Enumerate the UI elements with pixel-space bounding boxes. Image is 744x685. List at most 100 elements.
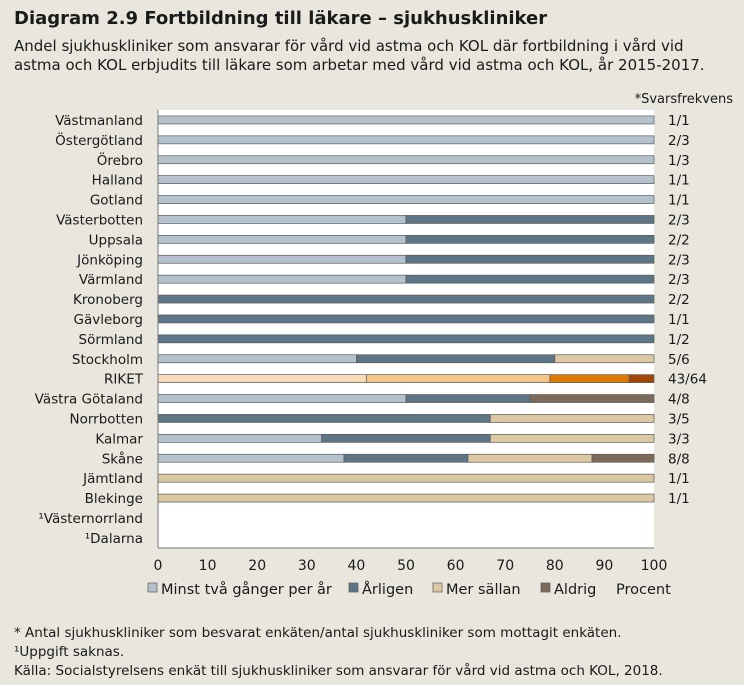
category-labels: Västmanland Östergötland Örebro Halland Gotl…	[35, 113, 144, 547]
response-rate-label: 3/5	[668, 411, 690, 427]
x-tick-label: 30	[298, 558, 316, 574]
footnotes: * Antal sjukhuskliniker som besvarat enk…	[14, 624, 663, 681]
response-rate-labels: 1/1 2/3 1/3 1/1 1/1 2/3 2/2 2/3 2/3 2/2 1/1 1/2 5/6 4…	[668, 113, 707, 507]
legend-label: Mer sällan	[446, 582, 521, 598]
bar-segment	[157, 274, 407, 284]
category-label: Norrbotten	[70, 411, 144, 427]
chart-title: Diagram 2.9 Fortbildning till läkare – s…	[14, 8, 548, 29]
response-rate-label: 2/2	[668, 232, 690, 248]
category-label: Jämtland	[82, 471, 143, 487]
x-tick-label: 90	[595, 558, 613, 574]
bar-segment	[529, 394, 655, 403]
category-label: Värmland	[79, 272, 143, 288]
response-rate-label: 4/8	[668, 392, 690, 408]
bar-segment	[549, 374, 630, 383]
x-tick-label: 0	[154, 558, 163, 574]
response-rate-label: 2/3	[668, 212, 690, 228]
bar-segment	[157, 414, 491, 423]
category-label: Västerbotten	[56, 212, 143, 228]
response-rate-label: 2/3	[668, 133, 690, 149]
chart-subtitle: Andel sjukhuskliniker som ansvarar för v…	[14, 37, 705, 74]
x-tick-labels: 0 10 20 30 40 50 60 70 80 90 100	[154, 558, 668, 574]
bar-segment	[157, 155, 655, 165]
x-tick-label: 50	[397, 558, 415, 574]
bar-segment	[157, 334, 655, 344]
category-label: Blekinge	[85, 491, 143, 507]
x-tick-label: 20	[248, 558, 266, 574]
x-tick-label: 70	[496, 558, 514, 574]
bar-segment	[157, 493, 655, 503]
legend-label: Aldrig	[554, 582, 596, 598]
footnote-source: Källa: Socialstyrelsens enkät till sjukh…	[14, 663, 663, 679]
category-label: ¹Västernorrland	[38, 511, 143, 527]
bar-segment	[467, 453, 593, 463]
response-rate-label: 43/64	[668, 372, 707, 388]
response-rate-label: 1/2	[668, 332, 690, 348]
x-tick-label: 100	[641, 558, 668, 574]
category-label: Örebro	[97, 151, 143, 169]
bar-segment	[405, 394, 531, 403]
bar-segment	[157, 434, 323, 443]
bar-segment	[157, 453, 345, 463]
bar-segment	[321, 434, 491, 443]
response-rate-label: 1/1	[668, 193, 690, 209]
legend-swatch	[348, 582, 359, 593]
category-label: Kronoberg	[73, 292, 143, 308]
bar-segment	[405, 254, 655, 264]
bar-segment	[157, 195, 655, 204]
x-axis-label: Procent	[616, 582, 671, 598]
bar-segment	[157, 473, 655, 483]
bar-segment	[157, 374, 367, 383]
bar-segment	[157, 175, 655, 184]
category-label: Gävleborg	[74, 312, 144, 328]
response-rate-label: 1/1	[668, 491, 690, 507]
bar-segment	[591, 453, 655, 463]
x-tick-label: 80	[546, 558, 564, 574]
bar-segment	[405, 274, 655, 284]
category-label: Sörmland	[79, 332, 143, 348]
response-rate-label: 2/3	[668, 272, 690, 288]
response-rate-label: 5/6	[668, 352, 690, 368]
response-rate-label: 1/1	[668, 113, 690, 129]
bar-segment	[343, 453, 469, 463]
category-label: Jönköping	[76, 252, 143, 268]
response-rate-label: 2/2	[668, 292, 690, 308]
x-tick-label: 10	[199, 558, 217, 574]
category-label: Kalmar	[95, 431, 143, 447]
legend-label: Minst två gånger per år	[161, 581, 332, 598]
bar-segment	[489, 434, 655, 443]
category-label: Uppsala	[89, 232, 143, 248]
x-tick-label: 40	[347, 558, 365, 574]
bar-segment	[157, 394, 407, 403]
category-label: ¹Dalarna	[85, 531, 143, 547]
bar-segment	[157, 135, 655, 145]
response-rate-header: *Svarsfrekvens	[635, 92, 734, 107]
bar-segment	[405, 215, 655, 224]
bars	[157, 115, 655, 503]
bar-segment	[157, 254, 407, 264]
response-rate-label: 1/3	[668, 153, 690, 169]
response-rate-label: 2/3	[668, 252, 690, 268]
legend-label: Årligen	[362, 581, 413, 598]
legend-swatch	[540, 582, 551, 593]
category-label: Skåne	[102, 450, 143, 467]
bar-segment	[356, 354, 556, 364]
bar-segment	[365, 374, 551, 383]
bar-segment	[489, 414, 655, 423]
response-rate-label: 1/1	[668, 312, 690, 328]
bar-segment	[157, 115, 655, 125]
footnote-response-rate: * Antal sjukhuskliniker som besvarat enk…	[14, 625, 622, 641]
legend-swatch	[432, 582, 443, 593]
bar-segment	[157, 294, 655, 304]
response-rate-label: 1/1	[668, 471, 690, 487]
bar-segment	[157, 235, 407, 244]
category-label: Västmanland	[55, 113, 143, 129]
bar-segment	[157, 215, 407, 224]
category-label: Halland	[92, 173, 143, 189]
response-rate-label: 1/1	[668, 173, 690, 189]
category-label: RIKET	[104, 372, 144, 388]
category-label: Stockholm	[72, 352, 143, 368]
response-rate-label: 3/3	[668, 431, 690, 447]
footnote-missing-data: ¹Uppgift saknas.	[14, 644, 125, 660]
